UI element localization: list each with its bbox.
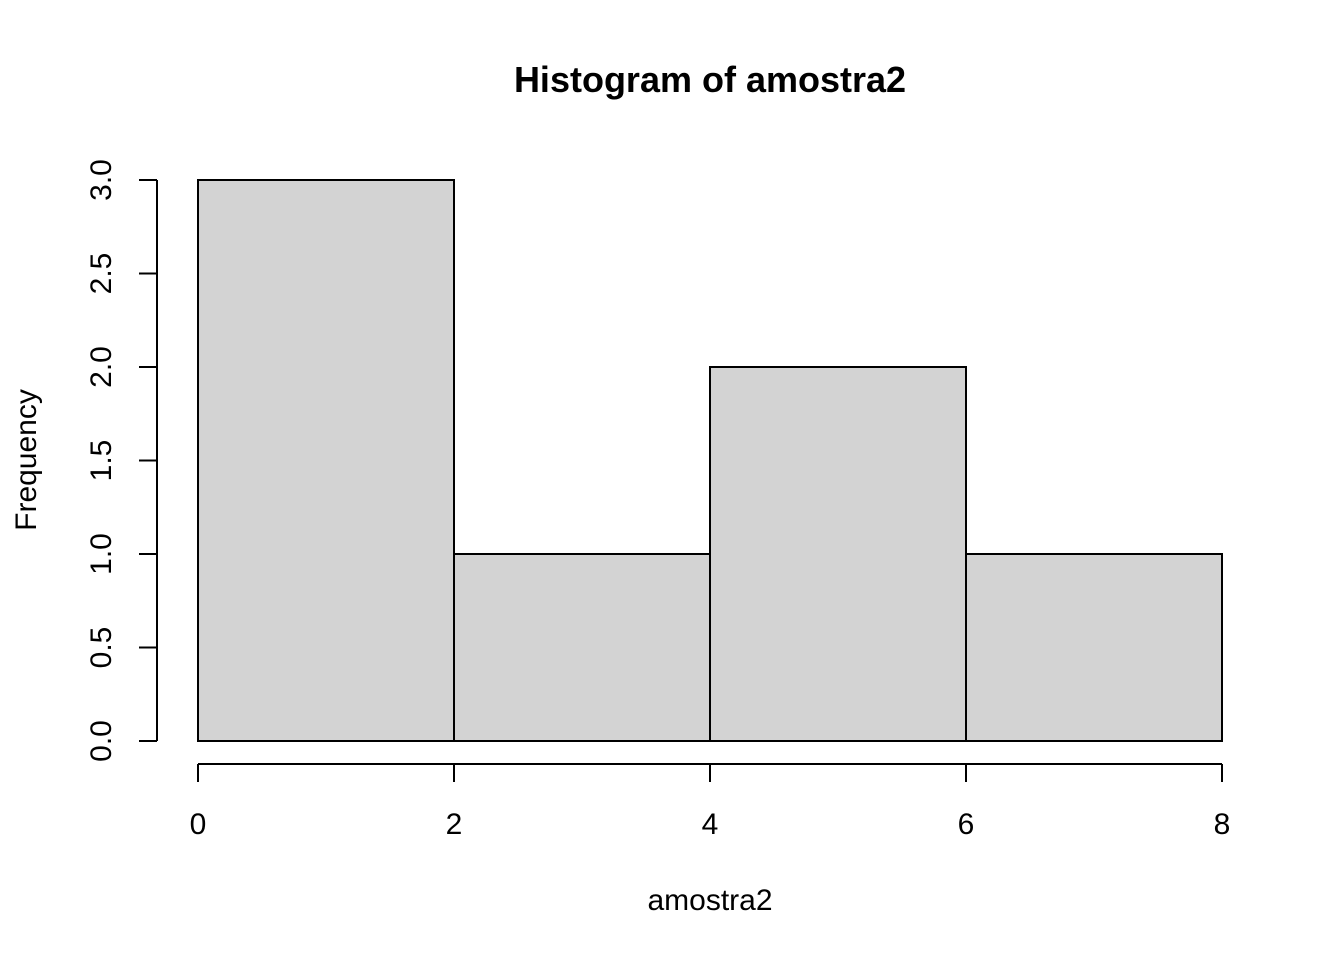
bars-group: [197, 179, 1223, 742]
chart-title: Histogram of amostra2: [514, 59, 906, 100]
x-tick-label: 8: [1214, 808, 1231, 841]
histogram-bar-2: [709, 366, 967, 742]
y-tick-label: 0.0: [85, 720, 118, 762]
x-tick-label: 2: [446, 808, 463, 841]
y-tick-label: 1.0: [85, 533, 118, 575]
x-tick-label: 0: [190, 808, 207, 841]
x-tick-label: 4: [702, 808, 719, 841]
y-axis: 0.0 0.5 1.0 1.5 2.0 2.5 3.0: [85, 159, 158, 762]
histogram-bar-3: [965, 553, 1223, 742]
y-tick-label: 2.0: [85, 346, 118, 388]
x-axis: 0 2 4 6 8: [190, 763, 1231, 841]
y-axis-label: Frequency: [10, 389, 43, 531]
x-axis-label: amostra2: [647, 884, 772, 917]
y-tick-label: 3.0: [85, 159, 118, 201]
histogram-bar-1: [453, 553, 711, 742]
y-tick-label: 1.5: [85, 440, 118, 482]
y-tick-label: 2.5: [85, 253, 118, 295]
x-tick-label: 6: [958, 808, 975, 841]
y-tick-label: 0.5: [85, 627, 118, 669]
histogram-bar-0: [197, 179, 455, 742]
